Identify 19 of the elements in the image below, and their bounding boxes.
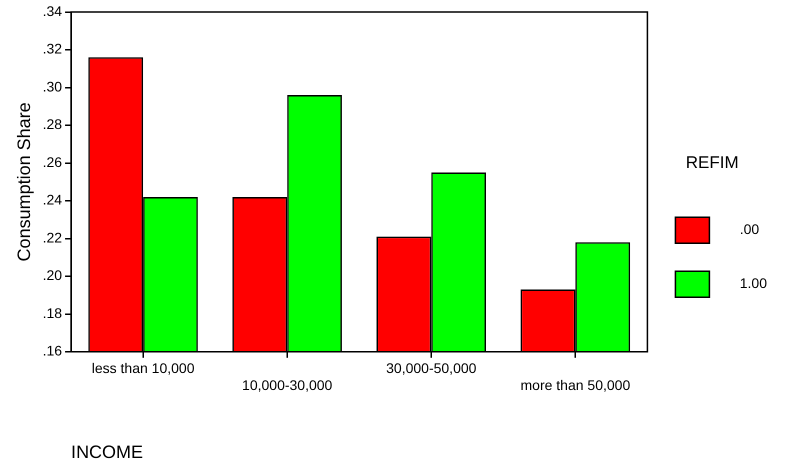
y-tick-label: .28 [42, 116, 62, 132]
x-tick-label: 30,000-50,000 [386, 360, 477, 376]
y-tick-label: .34 [42, 2, 62, 19]
y-tick-label: .26 [42, 154, 62, 170]
x-tick-label: less than 10,000 [92, 360, 195, 376]
legend-title: REFIM [686, 152, 739, 172]
y-tick-label: .16 [42, 342, 62, 359]
x-tick-label: 10,000-30,000 [242, 376, 333, 393]
legend-label: .00 [716, 221, 760, 238]
y-tick-label: .32 [42, 40, 62, 57]
x-tick-label: more than 50,000 [520, 376, 630, 393]
y-tick-label: .24 [42, 192, 62, 208]
y-tick-label: .22 [42, 229, 62, 246]
x-axis-title: INCOME [71, 442, 144, 462]
y-tick-label: .30 [42, 78, 62, 94]
y-tick-label: .18 [42, 304, 62, 321]
y-axis-title: Consumption Share [14, 102, 34, 262]
legend-label: 1.00 [716, 275, 768, 292]
y-tick-label: .20 [42, 267, 62, 284]
